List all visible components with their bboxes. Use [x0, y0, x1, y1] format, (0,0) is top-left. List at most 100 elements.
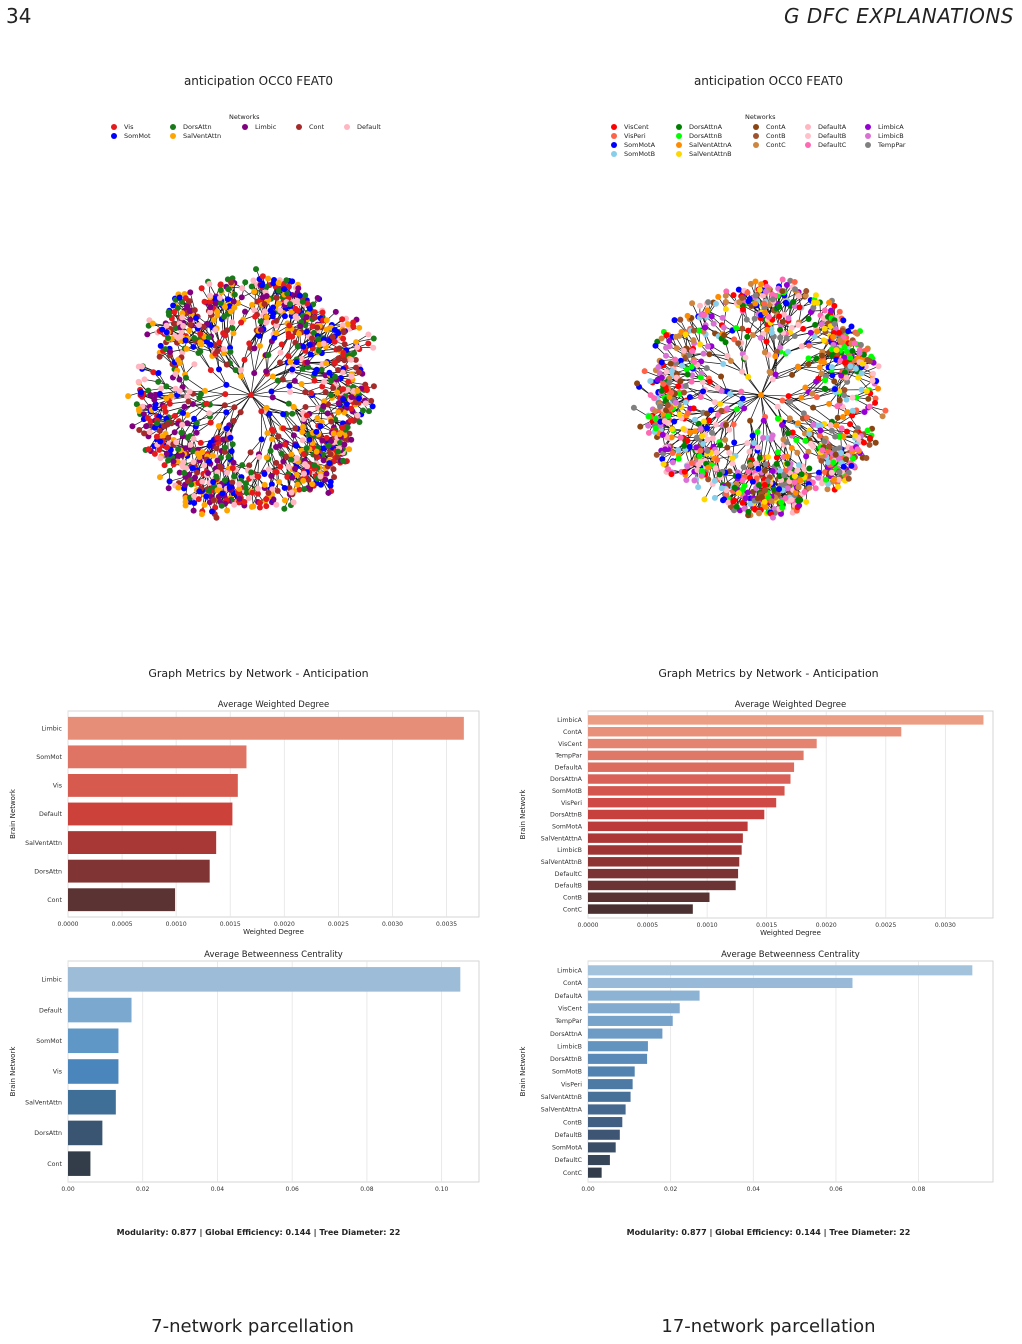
- graph-node: [198, 511, 205, 518]
- graph-node: [854, 446, 861, 453]
- graph-node: [265, 466, 272, 473]
- graph-edge: [748, 330, 767, 342]
- legend-label: TempPar: [878, 141, 906, 149]
- graph-node: [778, 510, 785, 517]
- graph-node: [712, 421, 719, 428]
- graph-node: [293, 442, 300, 449]
- legend-swatch: [753, 142, 759, 148]
- graph-node: [320, 402, 327, 409]
- graph-node: [780, 311, 787, 318]
- graph-node: [851, 340, 858, 347]
- bar: [68, 1120, 103, 1146]
- graph-node: [665, 466, 672, 473]
- bar: [68, 1059, 119, 1084]
- graph-node: [286, 485, 293, 492]
- graph-node: [230, 298, 237, 305]
- panel-7-network: anticipation OCC0 FEAT0 Networks Vis Som…: [6, 60, 511, 1250]
- graph-node: [352, 356, 359, 363]
- graph-node: [797, 477, 804, 484]
- graph-node: [306, 341, 313, 348]
- graph-node: [151, 450, 158, 457]
- x-tick-label: 0.04: [211, 1186, 225, 1193]
- graph-node: [800, 325, 807, 332]
- graph-node: [246, 340, 253, 347]
- graph-node: [818, 370, 825, 377]
- graph-node: [755, 465, 762, 472]
- graph-node: [708, 429, 715, 436]
- graph-node: [838, 425, 845, 432]
- graph-node: [292, 313, 299, 320]
- graph-node: [236, 495, 243, 502]
- graph-node: [339, 424, 346, 431]
- graph-node: [227, 348, 234, 355]
- graph-node: [803, 498, 810, 505]
- graph-edge: [767, 438, 772, 458]
- graph-node: [252, 313, 259, 320]
- graph-node: [658, 335, 665, 342]
- graph-node: [284, 290, 291, 297]
- graph-node: [281, 497, 288, 504]
- graph-node: [263, 368, 270, 375]
- graph-node: [212, 326, 219, 333]
- y-tick-label: Cont: [47, 1161, 62, 1168]
- graph-node: [214, 469, 221, 476]
- graph-node: [212, 295, 219, 302]
- graph-node: [340, 396, 347, 403]
- graph-node: [236, 485, 243, 492]
- graph-node: [322, 389, 329, 396]
- graph-node: [335, 409, 342, 416]
- graph-node: [140, 411, 147, 418]
- graph-node: [872, 439, 879, 446]
- graph-node: [228, 448, 235, 455]
- graph-node: [280, 411, 287, 418]
- graph-node: [137, 389, 144, 396]
- x-axis-label: Betweenness: [250, 1193, 297, 1194]
- x-tick-label: 0.0030: [382, 921, 403, 928]
- graph-node: [866, 434, 873, 441]
- graph-node: [801, 488, 808, 495]
- graph-node: [817, 427, 824, 434]
- graph-edge: [218, 406, 235, 427]
- graph-node: [264, 430, 271, 437]
- graph-node: [274, 377, 281, 384]
- graph-node: [249, 489, 256, 496]
- bar: [68, 802, 233, 826]
- graph-node: [261, 481, 268, 488]
- graph-edge: [250, 373, 255, 396]
- graph-edge: [861, 365, 879, 374]
- graph-node: [769, 296, 776, 303]
- graph-node: [840, 463, 847, 470]
- graph-node: [303, 314, 310, 321]
- graph-node: [818, 352, 825, 359]
- graph-node: [326, 460, 333, 467]
- graph-node: [135, 406, 142, 413]
- graph-node: [176, 376, 183, 383]
- graph-node: [295, 285, 302, 292]
- graph-node: [795, 420, 802, 427]
- graph-node: [150, 369, 157, 376]
- graph-node: [841, 386, 848, 393]
- graph-node: [864, 357, 871, 364]
- graph-node: [768, 498, 775, 505]
- graph-node: [304, 359, 311, 366]
- graph-node: [332, 308, 339, 315]
- graph-edge: [316, 421, 332, 433]
- legend-label: ContB: [766, 132, 786, 140]
- graph-node: [275, 279, 282, 286]
- graph-node: [704, 436, 711, 443]
- graph-node: [761, 481, 768, 488]
- graph-node: [224, 327, 231, 334]
- graph-node: [288, 456, 295, 463]
- graph-node: [323, 360, 330, 367]
- graph-node: [176, 469, 183, 476]
- graph-node: [217, 300, 224, 307]
- graph-node: [740, 464, 747, 471]
- graph-edge: [289, 391, 313, 396]
- graph-node: [356, 324, 363, 331]
- legend-item: SalVentAttnB: [676, 150, 732, 158]
- y-tick-label: SomMot: [36, 1038, 62, 1045]
- graph-edge: [253, 345, 261, 374]
- graph-edge: [233, 394, 252, 422]
- y-axis-label: Brain Network: [9, 1046, 17, 1097]
- graph-node: [190, 507, 197, 514]
